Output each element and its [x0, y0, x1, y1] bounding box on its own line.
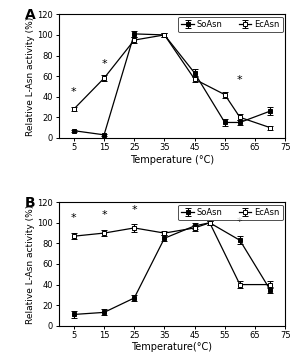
Y-axis label: Relative L-Asn activity (%): Relative L-Asn activity (%): [26, 16, 35, 136]
Text: *: *: [131, 204, 137, 214]
Text: *: *: [101, 210, 107, 220]
Text: *: *: [71, 213, 77, 223]
Text: *: *: [237, 76, 243, 86]
Text: *: *: [71, 87, 77, 97]
Text: A: A: [25, 8, 36, 22]
Y-axis label: Relative L-Asn activity (%): Relative L-Asn activity (%): [26, 204, 35, 324]
Text: *: *: [101, 59, 107, 69]
X-axis label: Temperature (°C): Temperature (°C): [130, 155, 214, 165]
Text: B: B: [25, 196, 36, 210]
Legend: SoAsn, EcAsn: SoAsn, EcAsn: [178, 205, 283, 221]
Legend: SoAsn, EcAsn: SoAsn, EcAsn: [178, 17, 283, 33]
X-axis label: Temperature(°C): Temperature(°C): [131, 342, 213, 352]
Text: *: *: [237, 217, 243, 227]
